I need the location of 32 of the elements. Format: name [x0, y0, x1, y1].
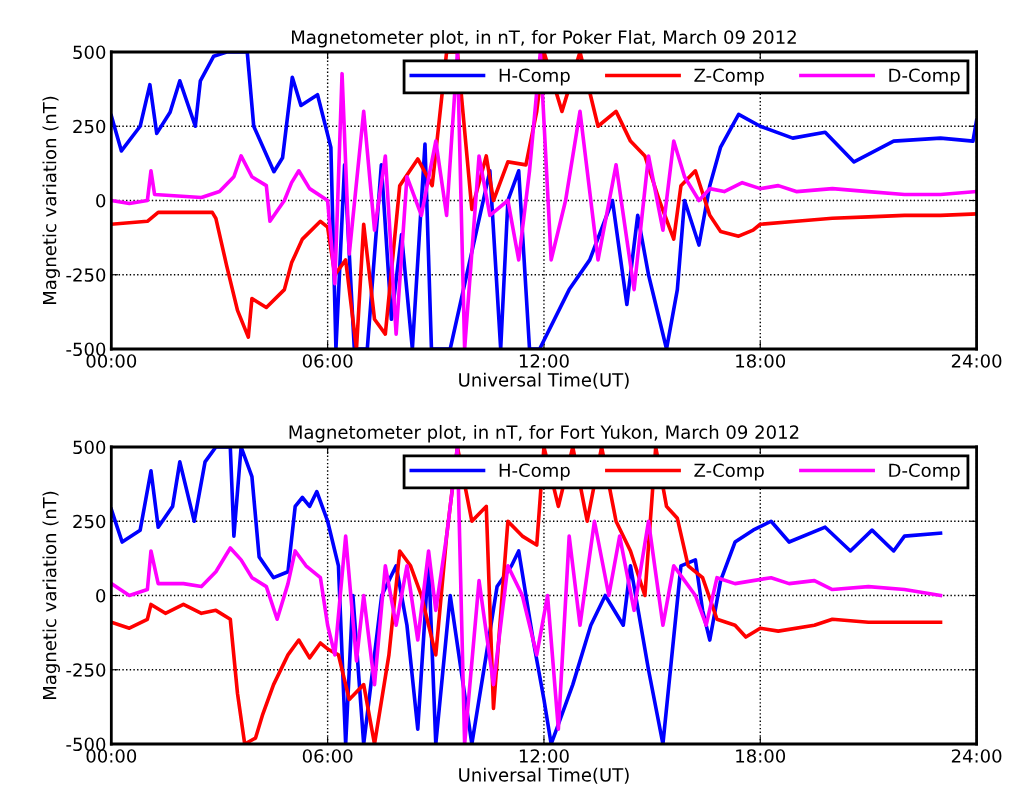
y-tick-label: 0	[96, 193, 106, 208]
x-axis-title: Universal Time(UT)	[459, 372, 629, 389]
x-tick-label: 24:00	[951, 749, 1002, 763]
legend-label: Z-Comp	[694, 68, 764, 86]
x-tick-label: 24:00	[951, 354, 1002, 368]
legend-label: D-Comp	[889, 68, 960, 86]
y-tick-label: 500	[73, 45, 106, 60]
x-tick-label: 06:00	[302, 354, 353, 368]
y-axis-title: Magnetic variation (nT)	[42, 491, 60, 700]
y-tick-label: 250	[73, 119, 106, 134]
legend-label: Z-Comp	[694, 463, 764, 481]
chart-title: Magnetometer plot, in nT, for Poker Flat, March 09 2012	[292, 29, 796, 48]
legend-label: H-Comp	[499, 68, 570, 86]
x-tick-label: 06:00	[302, 749, 353, 763]
legend-label: D-Comp	[889, 463, 960, 481]
x-tick-label: 18:00	[736, 749, 786, 763]
y-tick-label: 0	[96, 588, 106, 603]
y-tick-label: 250	[73, 514, 106, 529]
y-tick-label: -250	[66, 268, 106, 282]
legend-label: H-Comp	[499, 463, 570, 481]
y-axis-title: Magnetic variation (nT)	[42, 96, 60, 304]
y-tick-label: -250	[66, 663, 106, 677]
x-tick-label: 18:00	[736, 354, 786, 368]
x-tick-label: 12:00	[519, 354, 569, 368]
chart-title: Magnetometer plot, in nT, for Fort Yukon, March 09 2012	[289, 424, 799, 443]
y-tick-label: -500	[66, 737, 106, 752]
x-tick-label: 12:00	[519, 749, 569, 763]
y-tick-label: 500	[73, 440, 106, 455]
x-tick-label: 00:00	[86, 749, 137, 763]
y-tick-label: -500	[66, 342, 106, 357]
x-axis-title: Universal Time(UT)	[459, 767, 629, 784]
x-tick-label: 00:00	[86, 354, 137, 368]
